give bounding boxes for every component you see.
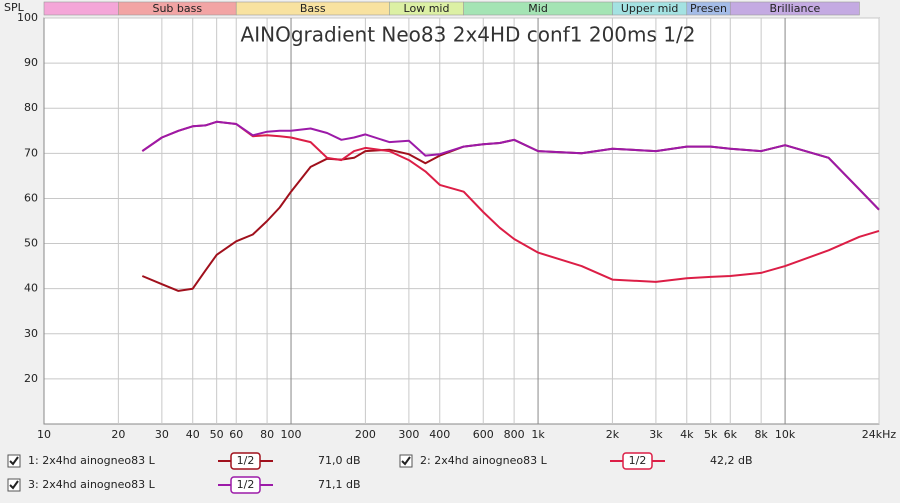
x-tick-label: 50 <box>210 428 224 441</box>
x-tick-label: 8k <box>754 428 768 441</box>
x-tick-label: 24kHz <box>862 428 897 441</box>
band-label: Presen <box>690 2 727 15</box>
x-tick-label: 20 <box>111 428 125 441</box>
x-tick-label: 10 <box>37 428 51 441</box>
chart-title: AINOgradient Neo83 2x4HD conf1 200ms 1/2 <box>241 23 696 47</box>
x-tick-label: 4k <box>680 428 694 441</box>
y-tick-label: 40 <box>24 282 38 295</box>
legend-label: 3: 2x4hd ainogneo83 L <box>28 478 156 491</box>
x-tick-label: 6k <box>724 428 738 441</box>
checkmark <box>401 456 411 466</box>
band-label: Low mid <box>404 2 450 15</box>
legend-level: 71,0 dB <box>318 454 361 467</box>
y-tick-label: 20 <box>24 372 38 385</box>
x-tick-label: 100 <box>281 428 302 441</box>
band <box>43 1 119 16</box>
x-tick-label: 400 <box>429 428 450 441</box>
smoothing-box <box>230 476 261 494</box>
x-tick-label: 80 <box>260 428 274 441</box>
y-tick-label: 50 <box>24 237 38 250</box>
legend-level: 71,1 dB <box>318 478 361 491</box>
smoothing-box <box>230 452 261 470</box>
band-label: Sub bass <box>152 2 202 15</box>
y-axis-label: SPL <box>4 1 25 14</box>
smoothing-label: 1/2 <box>237 478 255 491</box>
y-tick-label: 90 <box>24 56 38 69</box>
series-line <box>141 120 880 211</box>
band-label: Brilliance <box>769 2 820 15</box>
smoothing-label: 1/2 <box>629 454 647 467</box>
smoothing-label: 1/2 <box>237 454 255 467</box>
y-tick-label: 100 <box>17 11 38 24</box>
band <box>729 1 860 16</box>
checkmark <box>9 480 19 490</box>
legend-level: 42,2 dB <box>710 454 753 467</box>
x-tick-label: 40 <box>186 428 200 441</box>
band-label: Upper mid <box>621 2 679 15</box>
y-tick-label: 30 <box>24 327 38 340</box>
x-tick-label: 300 <box>398 428 419 441</box>
x-tick-label: 2k <box>606 428 620 441</box>
y-tick-label: 60 <box>24 191 38 204</box>
x-tick-label: 5k <box>704 428 718 441</box>
checkmark <box>9 456 19 466</box>
x-tick-label: 800 <box>504 428 525 441</box>
x-tick-label: 60 <box>229 428 243 441</box>
x-tick-label: 10k <box>775 428 796 441</box>
legend-label: 1: 2x4hd ainogneo83 L <box>28 454 156 467</box>
x-tick-label: 200 <box>355 428 376 441</box>
x-tick-label: 30 <box>155 428 169 441</box>
band-label: Bass <box>300 2 326 15</box>
y-tick-label: 70 <box>24 146 38 159</box>
x-tick-label: 600 <box>473 428 494 441</box>
band-label: Mid <box>528 2 548 15</box>
plot-area <box>43 17 880 425</box>
legend-label: 2: 2x4hd ainogneo83 L <box>420 454 548 467</box>
smoothing-box <box>622 452 653 470</box>
y-tick-label: 80 <box>24 101 38 114</box>
x-tick-label: 1k <box>531 428 545 441</box>
x-tick-label: 3k <box>649 428 663 441</box>
